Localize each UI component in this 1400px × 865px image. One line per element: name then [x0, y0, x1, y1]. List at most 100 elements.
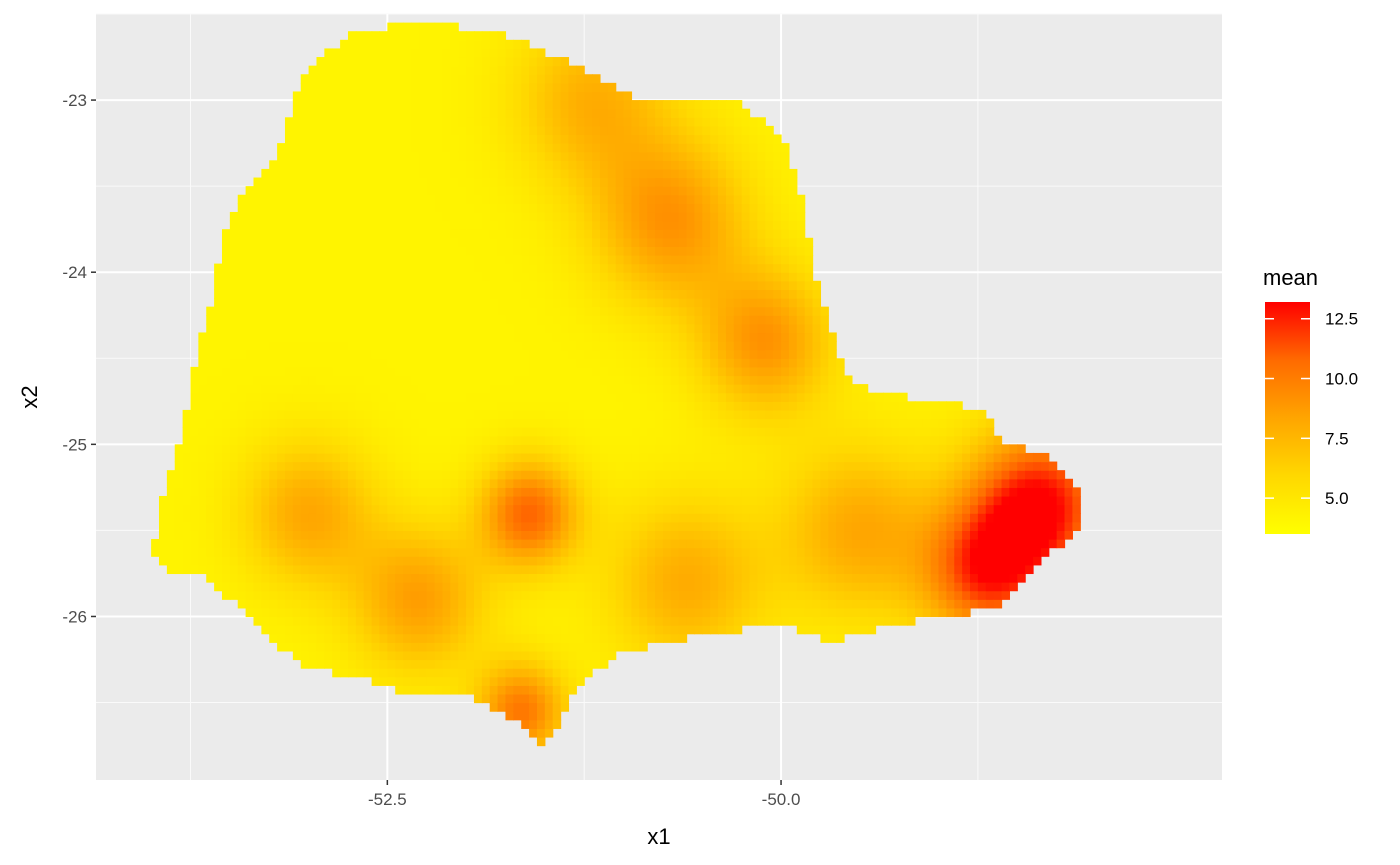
heatmap-cell — [647, 478, 656, 488]
heatmap-cell — [623, 263, 633, 273]
heatmap-cell — [765, 590, 774, 600]
heatmap-cell — [749, 134, 759, 144]
heatmap-cell — [639, 254, 648, 265]
heatmap-cell — [662, 547, 672, 557]
heatmap-cell — [718, 289, 727, 299]
heatmap-cell — [300, 650, 310, 661]
heatmap-cell — [300, 461, 310, 471]
heatmap-cell — [513, 470, 522, 480]
heatmap-cell — [442, 375, 451, 385]
heatmap-cell — [284, 366, 294, 377]
heatmap-cell — [607, 82, 617, 93]
heatmap-cell — [340, 384, 349, 394]
heatmap-cell — [733, 194, 743, 204]
heatmap-cell — [529, 461, 538, 471]
heatmap-cell — [568, 401, 577, 411]
heatmap-cell — [355, 168, 365, 179]
heatmap-cell — [670, 315, 680, 325]
heatmap-cell — [221, 254, 231, 265]
heatmap-cell — [158, 521, 168, 532]
heatmap-cell — [284, 384, 294, 394]
heatmap-cell — [214, 392, 223, 402]
heatmap-cell — [757, 306, 766, 316]
heatmap-cell — [607, 366, 617, 377]
heatmap-cell — [269, 582, 278, 592]
heatmap-cell — [702, 315, 711, 325]
heatmap-cell — [757, 487, 766, 497]
heatmap-cell — [765, 487, 774, 497]
heatmap-cell — [387, 392, 396, 402]
heatmap-cell — [395, 289, 404, 299]
heatmap-cell — [607, 409, 617, 420]
heatmap-cell — [371, 556, 381, 566]
heatmap-cell — [536, 323, 546, 334]
heatmap-cell — [576, 556, 585, 566]
heatmap-cell — [662, 315, 672, 325]
heatmap-cell — [269, 539, 278, 549]
heatmap-cell — [324, 375, 333, 385]
heatmap-cell — [568, 91, 577, 101]
heatmap-cell — [631, 143, 640, 153]
heatmap-cell — [623, 332, 633, 342]
heatmap-cell — [340, 48, 349, 58]
heatmap-cell — [725, 254, 735, 265]
heatmap-cell — [529, 676, 538, 686]
heatmap-cell — [505, 254, 514, 265]
heatmap-cell — [237, 375, 247, 385]
heatmap-cell — [332, 375, 341, 385]
heatmap-cell — [418, 427, 428, 437]
heatmap-cell — [670, 452, 680, 463]
heatmap-cell — [450, 573, 459, 583]
heatmap-cell — [229, 530, 239, 540]
heatmap-cell — [607, 427, 617, 437]
heatmap-cell — [639, 151, 648, 161]
heatmap-cell — [505, 160, 514, 170]
heatmap-cell — [418, 470, 428, 480]
heatmap-cell — [607, 539, 617, 549]
heatmap-cell — [686, 358, 696, 368]
heatmap-cell — [607, 237, 617, 247]
heatmap-cell — [316, 168, 325, 179]
heatmap-cell — [607, 194, 617, 204]
heatmap-cell — [505, 564, 514, 575]
heatmap-cell — [544, 168, 554, 179]
heatmap-cell — [757, 478, 766, 488]
heatmap-cell — [387, 237, 396, 247]
heatmap-cell — [426, 194, 436, 204]
heatmap-cell — [403, 31, 412, 41]
heatmap-cell — [253, 375, 262, 385]
heatmap-cell — [284, 539, 294, 549]
heatmap-cell — [544, 65, 554, 75]
heatmap-cell — [403, 573, 412, 583]
heatmap-cell — [481, 108, 491, 118]
heatmap-cell — [489, 582, 499, 592]
heatmap-cell — [332, 616, 341, 626]
heatmap-cell — [269, 168, 278, 179]
heatmap-cell — [198, 495, 207, 506]
heatmap-cell — [568, 659, 577, 669]
heatmap-cell — [521, 659, 530, 669]
heatmap-cell — [324, 177, 333, 187]
heatmap-cell — [521, 298, 530, 308]
heatmap-cell — [568, 556, 577, 566]
heatmap-cell — [568, 504, 577, 514]
heatmap-cell — [513, 280, 522, 291]
heatmap-cell — [379, 194, 388, 204]
heatmap-cell — [395, 513, 404, 523]
heatmap-cell — [702, 125, 711, 136]
heatmap-cell — [655, 375, 664, 385]
heatmap-cell — [513, 642, 522, 652]
heatmap-cell — [300, 254, 310, 265]
heatmap-cell — [521, 452, 530, 463]
heatmap-cell — [662, 521, 672, 532]
heatmap-cell — [426, 590, 436, 600]
heatmap-cell — [513, 504, 522, 514]
heatmap-cell — [536, 91, 546, 101]
heatmap-cell — [221, 582, 231, 592]
heatmap-cell — [458, 452, 467, 463]
heatmap-cell — [466, 582, 475, 592]
heatmap-cell — [741, 220, 751, 230]
heatmap-cell — [623, 444, 633, 454]
heatmap-cell — [371, 263, 381, 273]
heatmap-cell — [395, 487, 404, 497]
